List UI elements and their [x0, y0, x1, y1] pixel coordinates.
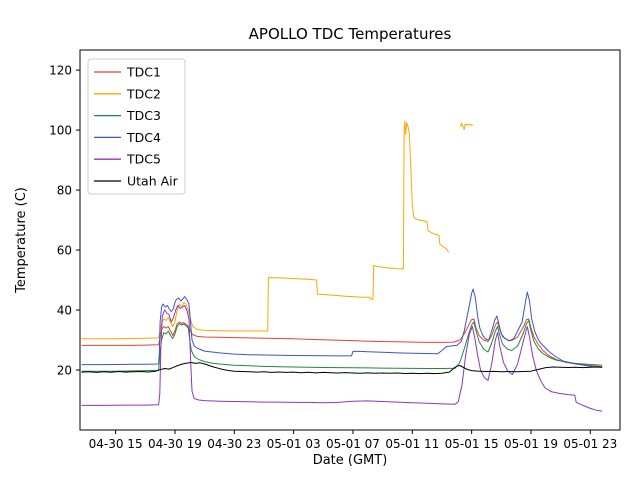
x-tick-label: 04-30 23 [207, 437, 261, 451]
series-line-tdc3 [81, 320, 603, 372]
plot-area: 04-30 15 04-30 19 04-30 23 05-01 03 05-01 07… [49, 49, 621, 451]
legend-box [87, 58, 186, 195]
x-axis-label: Date (GMT) [313, 453, 388, 468]
y-tick-label: 20 [57, 364, 72, 378]
legend-label-tdc5: TDC5 [126, 152, 161, 167]
x-tick-label: 05-01 23 [563, 437, 617, 451]
legend-label-tdc3: TDC3 [126, 108, 161, 123]
plot-border [79, 49, 621, 431]
x-tick-label: 05-01 15 [445, 437, 499, 451]
chart-title: APOLLO TDC Temperatures [249, 25, 452, 43]
x-tick-label: 05-01 19 [504, 437, 558, 451]
x-tick-label: 05-01 11 [385, 437, 439, 451]
y-tick-label: 120 [49, 64, 72, 78]
y-tick-label: 40 [57, 304, 72, 318]
series-line-tdc2 [81, 120, 450, 340]
series-line-utah-air [81, 362, 603, 375]
series-line-tdc1 [81, 318, 603, 368]
legend-label-utah-air: Utah Air [127, 174, 179, 189]
legend-label-tdc2: TDC2 [126, 86, 161, 101]
series-line-tdc4 [81, 288, 603, 368]
series-line-tdc5 [81, 305, 603, 412]
x-tick-label: 04-30 15 [89, 437, 143, 451]
series-line-tdc2 [460, 122, 474, 130]
x-tick-label: 05-01 03 [267, 437, 321, 451]
y-tick-label: 100 [49, 124, 72, 138]
y-tick-label: 60 [57, 244, 72, 258]
y-tick-label: 80 [57, 184, 72, 198]
x-tick-label: 05-01 07 [326, 437, 380, 451]
y-axis-label: Temperature (C) [14, 187, 29, 294]
legend-label-tdc4: TDC4 [126, 130, 161, 145]
x-tick-label: 04-30 19 [148, 437, 202, 451]
legend-label-tdc1: TDC1 [126, 65, 161, 80]
